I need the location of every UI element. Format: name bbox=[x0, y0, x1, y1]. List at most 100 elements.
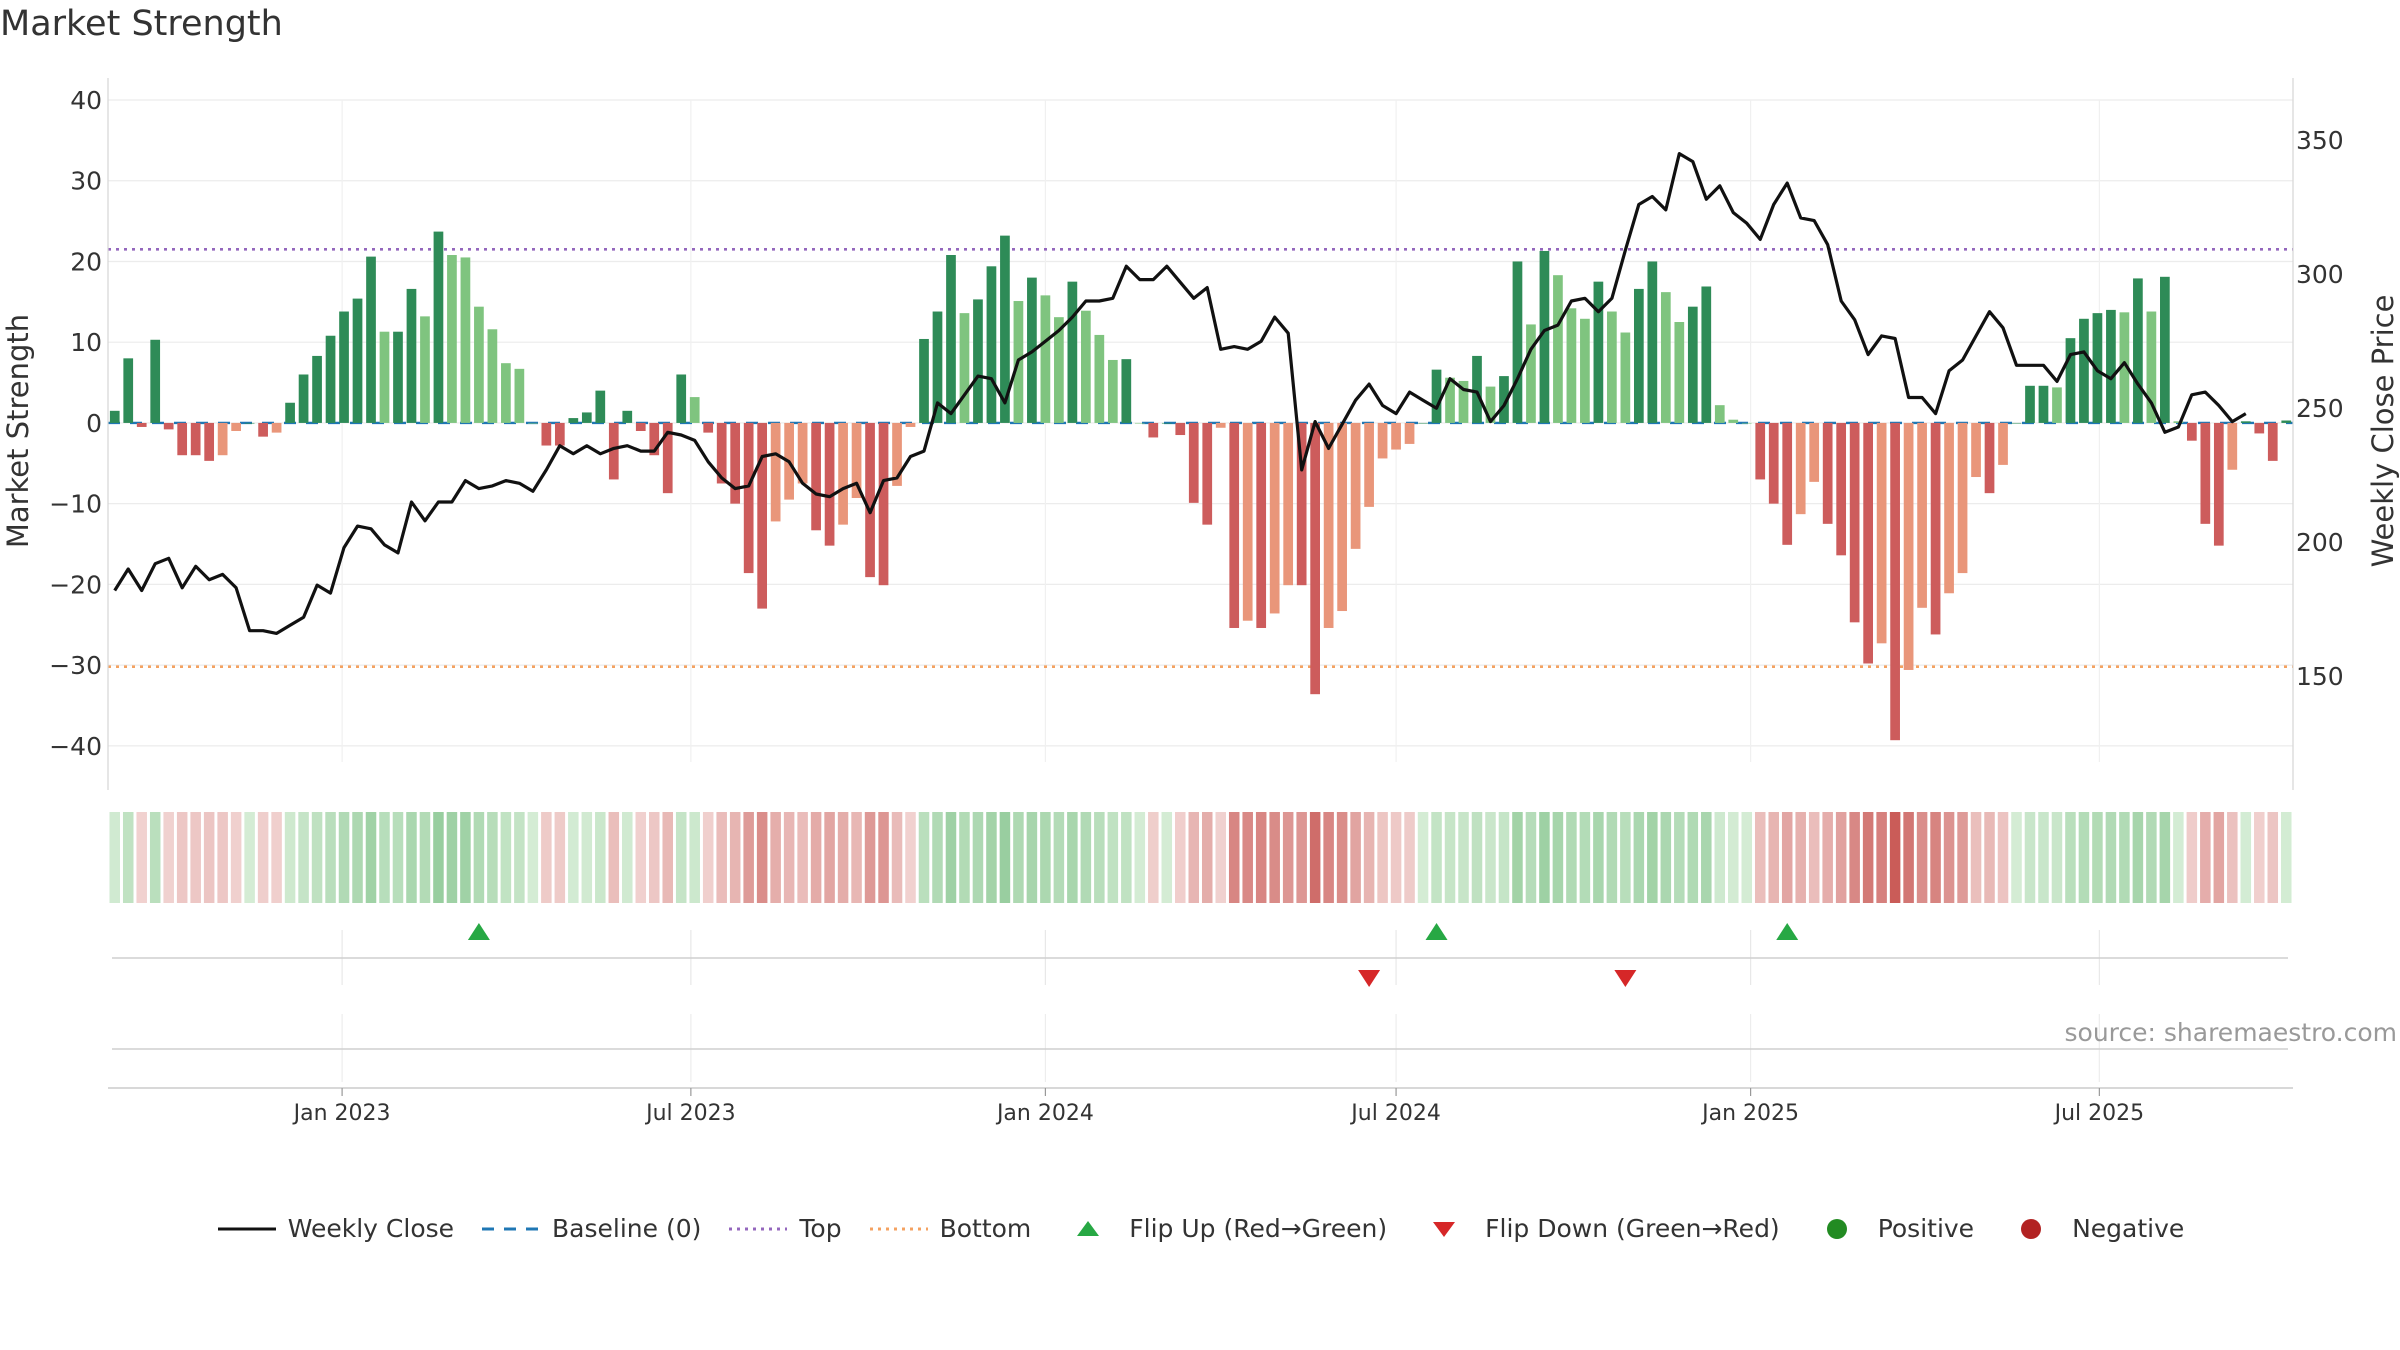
heat-cell bbox=[1701, 812, 1712, 903]
y-left-tick-label: −30 bbox=[49, 651, 102, 680]
legend-swatch bbox=[217, 1227, 276, 1230]
strength-bar bbox=[1310, 422, 1321, 695]
y-left-axis-label: Market Strength bbox=[1, 314, 35, 548]
strength-bar bbox=[2065, 338, 2076, 423]
strength-bar bbox=[177, 422, 188, 456]
strength-bar bbox=[1054, 317, 1064, 423]
strength-bar bbox=[1687, 306, 1698, 423]
heat-cell bbox=[1053, 812, 1065, 903]
strength-bar bbox=[1890, 422, 1900, 741]
strength-bar bbox=[1242, 422, 1253, 621]
strength-bar bbox=[581, 412, 592, 423]
heat-cell bbox=[163, 812, 174, 903]
strength-bar bbox=[2025, 385, 2035, 423]
strength-bar bbox=[2213, 422, 2224, 546]
heat-cell bbox=[1134, 812, 1146, 903]
heat-cell bbox=[1026, 812, 1038, 903]
heat-cell bbox=[1620, 812, 1631, 903]
heat-cell bbox=[176, 812, 188, 903]
strength-bar bbox=[258, 422, 268, 437]
strength-bar bbox=[1418, 422, 1428, 424]
strength-bar bbox=[1553, 275, 1563, 423]
heat-cell bbox=[1255, 812, 1267, 903]
strength-bar bbox=[2186, 422, 2197, 441]
strength-bar bbox=[730, 422, 741, 504]
strength-bar bbox=[528, 422, 538, 424]
strength-bar bbox=[892, 422, 902, 486]
strength-bar bbox=[2119, 312, 2130, 423]
heat-cell bbox=[797, 812, 808, 903]
x-tick-label: Jul 2025 bbox=[2053, 1101, 2145, 1126]
strength-bar bbox=[2038, 385, 2049, 423]
heat-cell bbox=[743, 812, 754, 903]
heat-cell bbox=[837, 812, 849, 903]
y-left-tick-label: −40 bbox=[49, 732, 102, 761]
strength-bar bbox=[123, 358, 134, 423]
heat-cell bbox=[878, 812, 889, 903]
legend-swatch bbox=[1077, 1220, 1100, 1236]
legend-label: Bottom bbox=[939, 1214, 1032, 1243]
heat-cell bbox=[473, 812, 485, 903]
strength-bar bbox=[1485, 386, 1496, 423]
heat-cell bbox=[918, 812, 930, 903]
heat-cell bbox=[500, 812, 512, 903]
strength-bar bbox=[2011, 422, 2022, 424]
strength-bar bbox=[2227, 422, 2238, 470]
heat-cell bbox=[2173, 812, 2184, 903]
heat-cell bbox=[1390, 812, 1402, 903]
heat-cell bbox=[1903, 812, 1914, 903]
strength-bar bbox=[1782, 422, 1793, 545]
strength-bar bbox=[1337, 422, 1347, 612]
strength-bar bbox=[1633, 288, 1644, 423]
legend-item: Bottom bbox=[868, 1214, 1032, 1243]
strength-bar bbox=[136, 422, 147, 427]
heat-cell bbox=[729, 812, 741, 903]
heat-cell bbox=[1957, 812, 1968, 903]
heat-cell bbox=[1309, 812, 1321, 903]
heat-cell bbox=[864, 812, 876, 903]
legend-swatch bbox=[1433, 1221, 1456, 1237]
strength-bar bbox=[1283, 422, 1294, 586]
strength-bar bbox=[1930, 422, 1941, 635]
strength-bar bbox=[811, 422, 821, 531]
strength-bar bbox=[676, 374, 687, 423]
strength-bar bbox=[1903, 422, 1914, 670]
strength-bar bbox=[2079, 318, 2089, 423]
heat-cell bbox=[1458, 812, 1469, 903]
strength-bar bbox=[460, 257, 471, 423]
strength-bar bbox=[285, 402, 295, 423]
y-left-tick-label: −10 bbox=[49, 490, 102, 519]
y-left-tick-label: 0 bbox=[86, 409, 102, 438]
strength-bar bbox=[2254, 422, 2265, 434]
heat-cell bbox=[1674, 812, 1685, 903]
strength-bar bbox=[1215, 422, 1226, 428]
legend-label: Flip Up (Red→Green) bbox=[1129, 1214, 1388, 1243]
y-right-axis-label: Weekly Close Price bbox=[2366, 295, 2400, 568]
heat-cell bbox=[1161, 812, 1173, 903]
heat-cell bbox=[406, 812, 417, 903]
strength-bar bbox=[1674, 322, 1685, 423]
heat-cell bbox=[1822, 812, 1833, 903]
heat-cell bbox=[392, 812, 404, 903]
strength-bar bbox=[433, 231, 444, 423]
heat-cell bbox=[622, 812, 633, 903]
legend-item: Positive bbox=[1806, 1214, 1974, 1243]
strength-bar bbox=[1984, 422, 1995, 494]
heat-cell bbox=[1175, 812, 1186, 903]
heat-cell bbox=[2213, 812, 2225, 903]
source-note: source: sharemaestro.com bbox=[2064, 1018, 2398, 1047]
strength-bar bbox=[1256, 422, 1267, 628]
strength-heat-strip bbox=[109, 812, 2292, 903]
legend-symbol-dot bbox=[2000, 1218, 2062, 1239]
legend: Weekly Close Baseline (0) Top Bottom Flip Up… bbox=[0, 1214, 2400, 1243]
y-right-tick-label: 150 bbox=[2296, 662, 2344, 691]
x-tick-label: Jul 2023 bbox=[644, 1101, 736, 1126]
heat-cell bbox=[1107, 812, 1119, 903]
strength-bar bbox=[703, 422, 714, 433]
strength-bar bbox=[1431, 369, 1442, 423]
strength-bar bbox=[716, 422, 727, 484]
heat-cell bbox=[1296, 812, 1307, 903]
heat-cell bbox=[1714, 812, 1726, 903]
y-right-tick-label: 350 bbox=[2296, 126, 2344, 155]
legend-dot bbox=[2021, 1218, 2042, 1239]
